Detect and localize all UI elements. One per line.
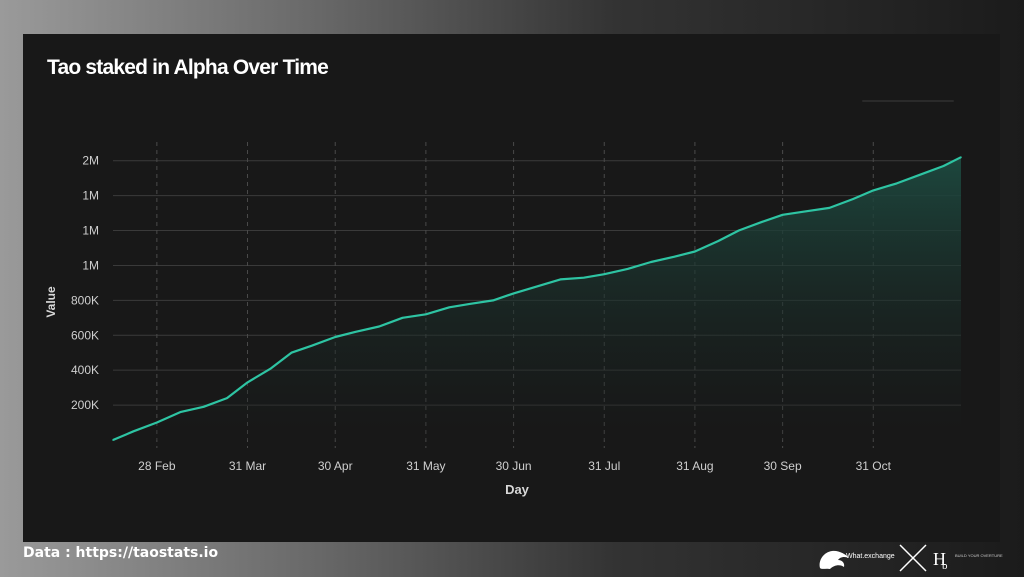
close-x-icon [899,544,927,572]
data-point [717,240,720,242]
data-point [425,313,427,316]
x-tick-label: 30 Apr [318,459,353,473]
data-point [378,325,380,328]
y-tick-label: 1M [82,258,99,272]
data-point [112,439,114,441]
data-point [781,214,784,216]
data-point [512,292,515,295]
x-tick-label: 31 Mar [229,459,266,473]
y-tick-label: 800K [71,293,99,307]
data-point [582,276,585,279]
data-point [673,255,676,258]
data-point [202,406,205,408]
data-point [311,344,313,347]
x-tick-label: 31 Jul [588,459,620,473]
y-tick-label: 600K [71,328,99,342]
hb-logo-icon: H b [933,549,948,571]
data-point [895,182,898,185]
y-tick-label: 2M [82,154,99,168]
data-point [334,336,337,338]
x-tick-label: 31 May [406,459,445,473]
data-point [226,397,228,399]
x-tick-label: 30 Jun [496,459,532,473]
data-point [694,250,696,253]
data-point [132,430,135,433]
x-tick-label: 31 Oct [856,459,892,473]
what-exchange-logo-icon [819,550,849,569]
series-area [113,157,961,440]
data-point [468,303,471,305]
data-point [603,273,606,275]
chart-toolbar-bar [862,100,954,102]
data-point [828,207,831,209]
chart-title: Tao staked in Alpha Over Time [47,56,329,79]
data-point [919,173,921,176]
y-tick-label: 1M [82,224,99,238]
data-point [805,210,807,213]
what-exchange-logo: What.exchange [846,553,895,560]
svg-text:H: H [933,549,946,569]
data-point [761,221,763,223]
data-source-label: Data : https://taostats.io [23,545,219,561]
x-tick-label: 30 Sep [764,459,802,473]
data-point [448,306,451,309]
data-point [626,268,629,270]
x-tick-label: 28 Feb [138,459,176,473]
data-point [559,278,562,281]
data-point [650,261,652,263]
y-tick-label: 1M [82,189,99,203]
x-axis-label: Day [505,482,530,497]
x-tick-label: 31 Aug [676,459,713,473]
area-chart: 200K 400K 600K 800K 1M 1M 1M 2M 28 Feb 31 Mar 30 A… [44,142,962,497]
data-point [179,411,182,413]
data-point [942,165,945,167]
data-point [960,156,962,159]
data-point [492,299,494,302]
svg-text:b: b [942,560,948,571]
data-point [156,421,158,424]
data-point [852,198,854,200]
data-point [354,330,357,333]
data-point [737,229,740,232]
hb-logo-tagline: BUILD YOUR OVERTURE [955,553,1003,558]
data-point [536,285,538,288]
y-tick-label: 400K [71,363,99,377]
data-point [246,381,249,384]
y-tick-label: 200K [71,398,99,412]
y-axis-label: Value [44,286,58,318]
data-point [401,317,404,319]
data-point [290,351,293,354]
data-point [872,189,875,192]
data-point [270,367,272,370]
